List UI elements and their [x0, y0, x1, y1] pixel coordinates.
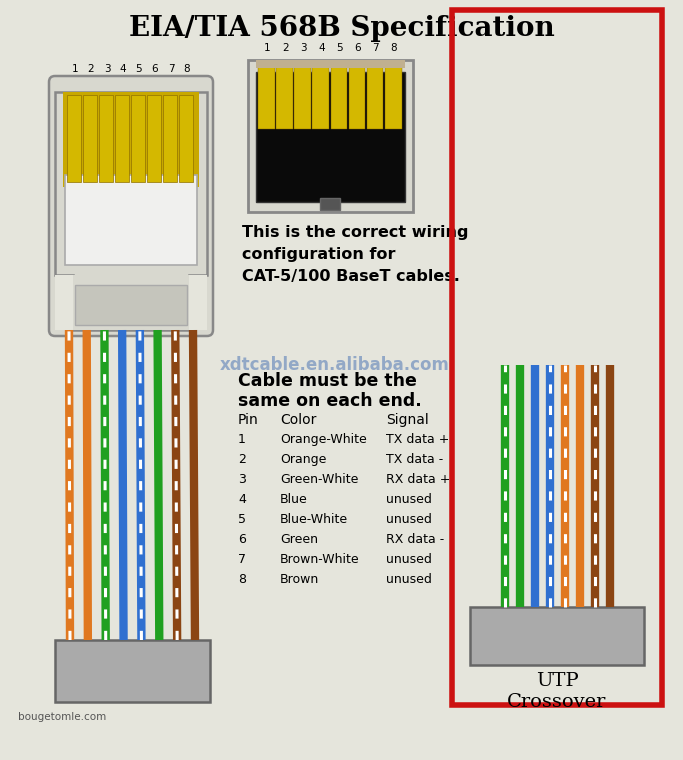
- Text: Blue-White: Blue-White: [280, 513, 348, 526]
- Bar: [294, 64, 311, 129]
- Text: TX data -: TX data -: [386, 453, 443, 466]
- Bar: [248, 60, 413, 212]
- Bar: [73, 275, 189, 330]
- Text: 1: 1: [238, 433, 246, 446]
- Text: 4: 4: [120, 64, 126, 74]
- Text: 5: 5: [238, 513, 246, 526]
- Text: 2: 2: [282, 43, 288, 53]
- Bar: [258, 64, 275, 129]
- Bar: [131, 95, 145, 182]
- Text: 6: 6: [354, 43, 361, 53]
- Text: unused: unused: [386, 513, 432, 526]
- Bar: [115, 95, 129, 182]
- Text: 7: 7: [238, 553, 246, 566]
- Text: 2: 2: [87, 64, 94, 74]
- Text: 8: 8: [184, 64, 191, 74]
- Text: Brown: Brown: [280, 573, 319, 586]
- Text: 4: 4: [318, 43, 324, 53]
- Bar: [83, 95, 97, 182]
- Bar: [75, 285, 187, 325]
- Bar: [99, 95, 113, 182]
- Bar: [331, 64, 347, 129]
- Text: Pin: Pin: [238, 413, 259, 427]
- Bar: [189, 275, 207, 330]
- Bar: [256, 60, 405, 68]
- Text: UTP
Crossover: UTP Crossover: [507, 672, 607, 711]
- Bar: [385, 64, 402, 129]
- Text: 6: 6: [152, 64, 158, 74]
- Text: 1: 1: [72, 64, 79, 74]
- Text: 7: 7: [372, 43, 379, 53]
- Bar: [147, 95, 161, 182]
- Text: RX data +: RX data +: [386, 473, 450, 486]
- Bar: [63, 92, 199, 187]
- Bar: [367, 64, 383, 129]
- Text: EIA/TIA 568B Specification: EIA/TIA 568B Specification: [128, 15, 555, 42]
- Text: 8: 8: [391, 43, 398, 53]
- Text: Blue: Blue: [280, 493, 308, 506]
- Bar: [470, 607, 644, 665]
- Bar: [312, 64, 329, 129]
- Bar: [67, 95, 81, 182]
- Text: bougetomle.com: bougetomle.com: [18, 712, 107, 722]
- Text: Orange-White: Orange-White: [280, 433, 367, 446]
- Text: 2: 2: [238, 453, 246, 466]
- Text: Orange: Orange: [280, 453, 326, 466]
- Text: Color: Color: [280, 413, 316, 427]
- Bar: [65, 175, 197, 265]
- Text: 7: 7: [168, 64, 174, 74]
- Text: RX data -: RX data -: [386, 533, 444, 546]
- Text: This is the correct wiring
configuration for
CAT-5/100 BaseT cables.: This is the correct wiring configuration…: [242, 225, 469, 284]
- Polygon shape: [55, 92, 207, 330]
- Text: 4: 4: [238, 493, 246, 506]
- Text: 3: 3: [104, 64, 111, 74]
- Bar: [55, 275, 73, 330]
- Text: 5: 5: [336, 43, 343, 53]
- Text: 3: 3: [300, 43, 307, 53]
- Text: Signal: Signal: [386, 413, 429, 427]
- Text: unused: unused: [386, 573, 432, 586]
- Bar: [452, 10, 662, 705]
- Text: unused: unused: [386, 493, 432, 506]
- Text: 3: 3: [238, 473, 246, 486]
- Text: 8: 8: [238, 573, 246, 586]
- Bar: [320, 198, 340, 210]
- Text: Cable must be the: Cable must be the: [238, 372, 417, 390]
- Text: unused: unused: [386, 553, 432, 566]
- Text: 6: 6: [238, 533, 246, 546]
- Text: Green-White: Green-White: [280, 473, 359, 486]
- Text: TX data +: TX data +: [386, 433, 449, 446]
- Bar: [163, 95, 177, 182]
- Bar: [256, 72, 405, 202]
- FancyBboxPatch shape: [49, 76, 213, 336]
- Text: Brown-White: Brown-White: [280, 553, 360, 566]
- Bar: [276, 64, 293, 129]
- Text: xdtcable.en.alibaba.com: xdtcable.en.alibaba.com: [220, 356, 450, 374]
- Bar: [179, 95, 193, 182]
- Text: 5: 5: [136, 64, 142, 74]
- Text: 1: 1: [264, 43, 270, 53]
- Bar: [348, 64, 365, 129]
- Bar: [55, 640, 210, 702]
- Text: same on each end.: same on each end.: [238, 392, 421, 410]
- Text: Green: Green: [280, 533, 318, 546]
